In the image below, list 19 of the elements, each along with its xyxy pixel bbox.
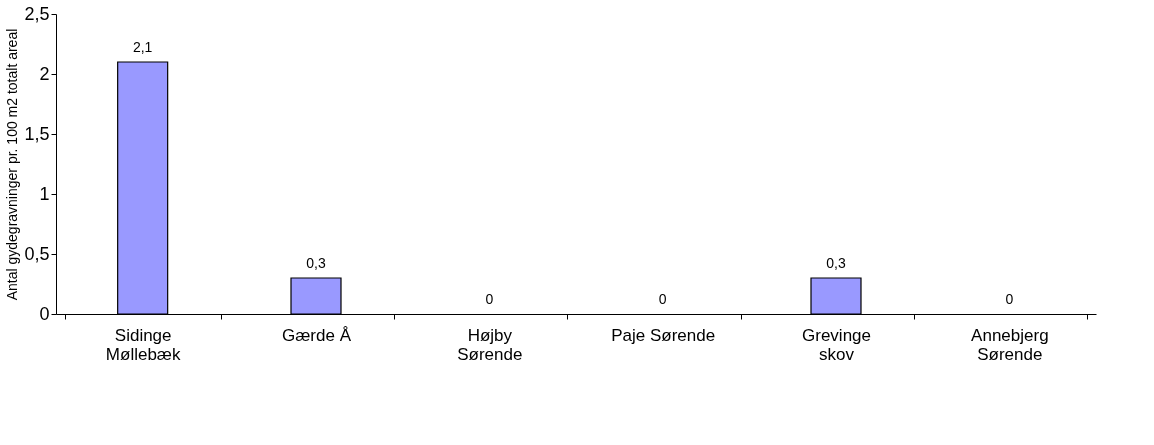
data-label: 0,3 [306, 255, 326, 271]
x-tick-label: Paje Sørende [611, 325, 716, 345]
data-label: 0,3 [826, 255, 846, 271]
y-tick-label: 1,5 [24, 123, 50, 144]
y-axis-title: Antal gydegravninger pr. 100 m2 totalt areal [4, 28, 21, 301]
x-tick-label: Grevinge skov [802, 325, 871, 364]
data-label: 0 [658, 291, 667, 307]
data-label: 0 [485, 291, 494, 307]
y-tick-label: 0 [39, 303, 50, 324]
y-tick-label: 1 [39, 183, 50, 204]
y-tick-label: 2,5 [24, 3, 50, 24]
data-label: 2,1 [132, 39, 153, 55]
x-tick-label: Annebjerg Sørende [971, 325, 1049, 364]
x-tick-label: Sidinge Møllebæk [105, 325, 181, 364]
y-tick-label: 0,5 [24, 243, 50, 264]
data-label: 0 [1005, 291, 1014, 307]
x-tick-label: Gærde Å [282, 325, 352, 345]
y-tick-label: 2 [39, 63, 50, 84]
x-tick-label: Højby Sørende [457, 325, 523, 364]
